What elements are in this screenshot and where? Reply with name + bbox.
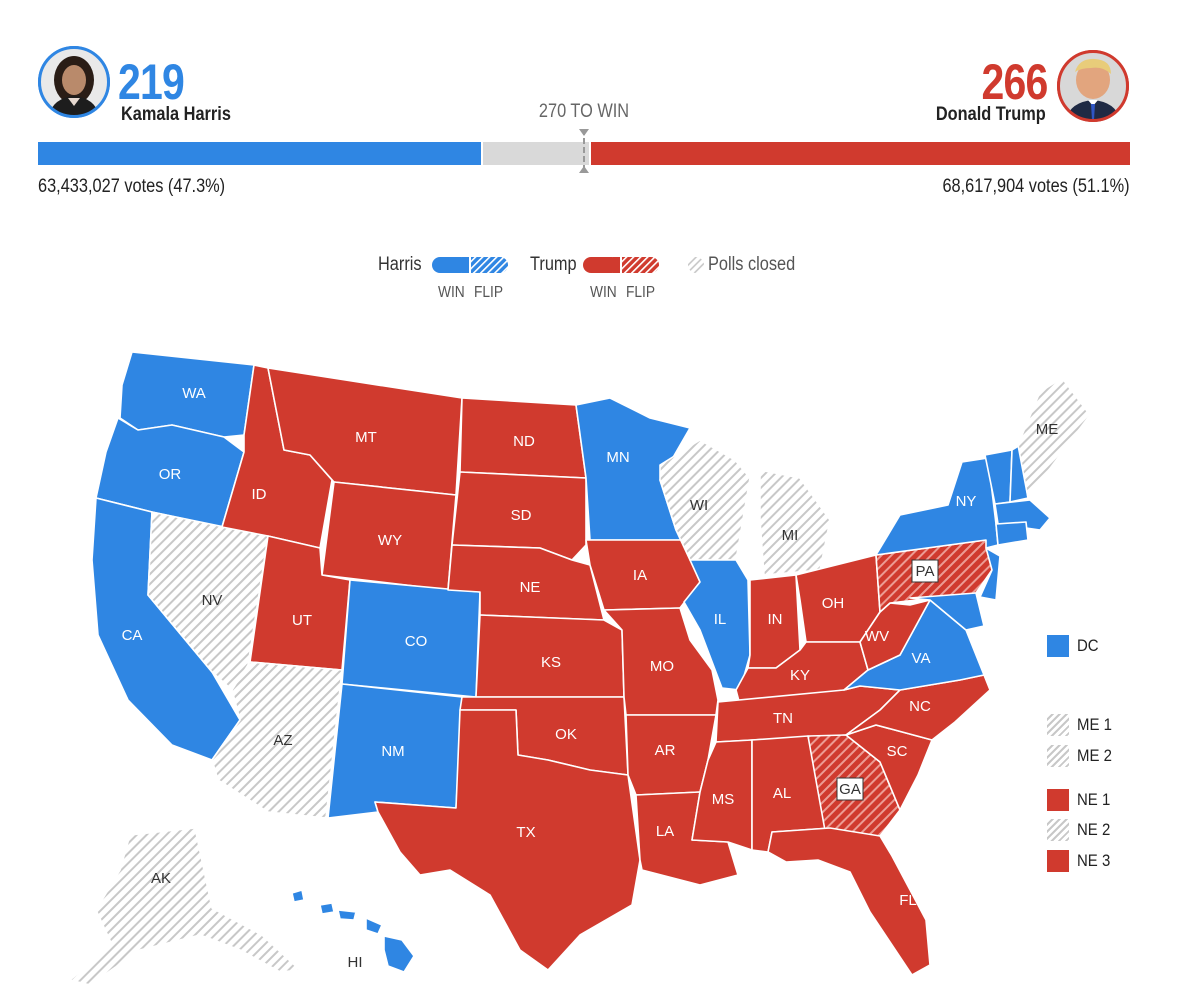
state-label-box-GA — [836, 777, 864, 801]
district-swatch-NE1 — [1047, 789, 1069, 811]
legend-harris-win: WIN — [438, 284, 465, 301]
state-ME — [1017, 377, 1091, 499]
legend-trump-win: WIN — [590, 284, 617, 301]
legend-harris-label: Harris — [378, 254, 422, 275]
district-swatch-NE3 — [1047, 850, 1069, 872]
state-label-WY: WY — [378, 532, 402, 549]
harris-electoral-votes: 219 — [118, 54, 185, 110]
trump-progress-bar — [591, 142, 1130, 165]
state-MD — [909, 592, 985, 631]
harris-progress-bar — [38, 142, 481, 165]
state-label-IA: IA — [633, 567, 647, 584]
harris-name: Kamala Harris — [121, 104, 231, 125]
trump-avatar — [1057, 50, 1129, 122]
state-label-FL: FL — [899, 892, 917, 909]
state-label-LA: LA — [656, 823, 674, 840]
trump-portrait-icon — [1057, 50, 1129, 122]
state-label-AL: AL — [773, 785, 791, 802]
state-label-TN: TN — [773, 710, 793, 727]
state-NY — [875, 457, 999, 556]
district-swatch-DC — [1047, 635, 1069, 657]
state-NC — [845, 674, 991, 741]
state-label-IL: IL — [714, 611, 727, 628]
state-label-ND: ND — [513, 433, 535, 450]
state-label-OR: OR — [159, 466, 182, 483]
state-IL — [683, 559, 751, 691]
state-label-NY: NY — [956, 493, 977, 510]
state-label-IN: IN — [768, 611, 783, 628]
legend-trump-label: Trump — [530, 254, 577, 275]
state-labels: WA OR CA NV ID MT WY UT AZ CO NM ND SD N… — [122, 385, 1059, 971]
legend-trump-flip: FLIP — [626, 284, 656, 301]
threshold-marker-bottom-arrow — [579, 166, 589, 173]
state-MI — [759, 469, 831, 576]
remaining-progress-bar — [483, 142, 589, 165]
state-label-NC: NC — [909, 698, 931, 715]
state-label-KS: KS — [541, 654, 561, 671]
state-label-AR: AR — [655, 742, 676, 759]
trump-popular-votes: 68,617,904 votes (51.1%) — [942, 176, 1130, 197]
threshold-label: 270 TO WIN — [538, 101, 630, 122]
state-label-AZ: AZ — [273, 732, 292, 749]
state-label-OH: OH — [822, 595, 845, 612]
state-label-SD: SD — [511, 507, 532, 524]
state-label-TX: TX — [516, 824, 535, 841]
district-label-ME2: ME 2 — [1077, 746, 1112, 765]
state-label-MN: MN — [606, 449, 629, 466]
district-label-NE3: NE 3 — [1077, 851, 1111, 870]
state-CT — [995, 521, 1029, 546]
threshold-marker — [583, 129, 585, 171]
state-label-NV: NV — [202, 592, 223, 609]
state-label-WV: WV — [865, 628, 889, 645]
state-label-box-PA — [911, 559, 939, 583]
legend-harris-flip: FLIP — [474, 284, 504, 301]
state-label-WA: WA — [182, 385, 206, 402]
state-TX — [374, 709, 641, 971]
state-label-MI: MI — [782, 527, 799, 544]
trump-name: Donald Trump — [936, 104, 1046, 125]
state-label-MT: MT — [355, 429, 377, 446]
state-label-NE: NE — [520, 579, 541, 596]
district-label-NE2: NE 2 — [1077, 820, 1111, 839]
harris-popular-votes: 63,433,027 votes (47.3%) — [38, 176, 226, 197]
threshold-marker-top-arrow — [579, 129, 589, 136]
trump-electoral-votes: 266 — [981, 54, 1048, 110]
state-AZ — [211, 661, 343, 819]
state-label-SC: SC — [887, 743, 908, 760]
state-label-MO: MO — [650, 658, 674, 675]
state-label-KY: KY — [790, 667, 810, 684]
state-label-ID: ID — [252, 486, 267, 503]
district-label-NE1: NE 1 — [1077, 790, 1111, 809]
legend-harris-swatch — [432, 257, 508, 273]
district-swatch-ME2 — [1047, 745, 1069, 767]
state-label-PA: PA — [916, 563, 935, 580]
state-label-AK: AK — [151, 870, 171, 887]
state-label-VA: VA — [912, 650, 931, 667]
state-FL — [767, 827, 931, 976]
state-AK — [69, 827, 301, 986]
state-label-GA: GA — [839, 781, 861, 798]
district-label-DC: DC — [1077, 636, 1099, 655]
state-label-HI: HI — [348, 954, 363, 971]
state-label-MS: MS — [712, 791, 735, 808]
state-label-WI: WI — [690, 497, 708, 514]
state-label-CA: CA — [122, 627, 143, 644]
state-NJ — [979, 547, 1001, 601]
legend-trump-swatch — [583, 257, 659, 273]
district-swatch-NE2 — [1047, 819, 1069, 841]
district-swatch-ME1 — [1047, 714, 1069, 736]
state-label-ME: ME — [1036, 421, 1059, 438]
state-HI — [291, 889, 415, 973]
harris-avatar — [38, 46, 110, 118]
harris-portrait-icon — [38, 46, 110, 118]
state-label-OK: OK — [555, 726, 577, 743]
state-label-UT: UT — [292, 612, 312, 629]
legend-polls-closed-swatch — [688, 257, 704, 273]
state-label-NM: NM — [381, 743, 404, 760]
district-label-ME1: ME 1 — [1077, 715, 1112, 734]
state-label-CO: CO — [405, 633, 428, 650]
legend-polls-closed-label: Polls closed — [708, 254, 796, 275]
